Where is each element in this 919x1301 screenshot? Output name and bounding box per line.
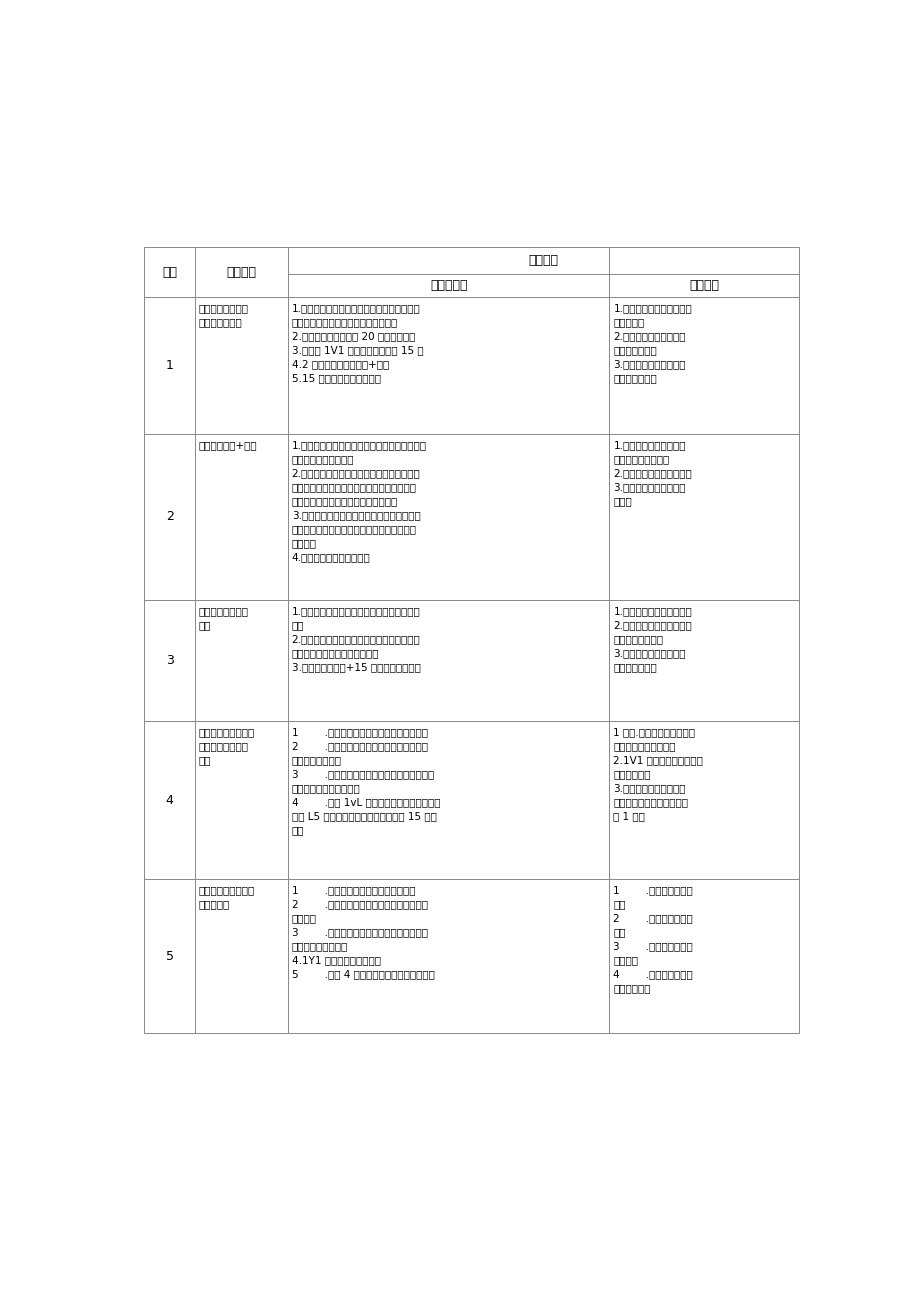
Text: 过程与方法: 过程与方法 [429, 278, 467, 291]
Text: 1.学生分享现代足球运动的起源、发展历史与
特点，教师提炼中强化女足精神教育。
2.中前场由攻转守快速 20 米回防移动。
3.中前场 1V1 个人突破快速运球: 1.学生分享现代足球运动的起源、发展历史与 特点，教师提炼中强化女足精神教育。 … [291, 303, 423, 384]
Text: 1.游戏中提醒学生观察周
围环境，注意安全。
2.合理设置适时学习目标。
3.游戏或比赛时注意合理
分组。: 1.游戏中提醒学生观察周 围环境，注意安全。 2.合理设置适时学习目标。 3.游… [613, 440, 691, 506]
Bar [144, 247, 798, 1033]
Text: 注意事项: 注意事项 [688, 278, 719, 291]
Text: 1        .足球的运传球和颠球基本技术练习；
2        .教师讲解示范足球的拨、拉、扣、挑
等基本控球技术。
3        .学生通过个人挑: 1 .足球的运传球和颠球基本技术练习； 2 .教师讲解示范足球的拨、拉、扣、挑 … [291, 727, 439, 835]
Text: 2: 2 [165, 510, 174, 523]
Text: 教学策略: 教学策略 [528, 254, 558, 267]
Text: 1: 1 [165, 359, 174, 372]
Text: 1        .足球的运传球等基本技术练习；
2        .教师讲解示范足球的脚内侧踢球、停
球技术。
3        .组织学生进行自主练习，并领: 1 .足球的运传球等基本技术练习； 2 .教师讲解示范足球的脚内侧踢球、停 球技… [291, 885, 434, 980]
Text: 足球基本知识与技
术和实战体验：: 足球基本知识与技 术和实战体验： [199, 303, 248, 327]
Text: 1.以游戏形式开展足球的运传颠球基本技术练
习；
2.通过学生个人挑战、与他人挑战和小组挑战
等形式，复习脚内侧颠球技术。
3.脚内侧颠球技术+15 米运球射门: 1.以游戏形式开展足球的运传颠球基本技术练 习； 2.通过学生个人挑战、与他人挑… [291, 606, 420, 671]
Text: 1 学生.提醒注意观察，适时
做好保护与自我保护。
2.1V1 练习中，由消极防守
变积极防守。
3.根据学生特点进行因材
施教，基础差不多的学生分
成 1 组: 1 学生.提醒注意观察，适时 做好保护与自我保护。 2.1V1 练习中，由消极防… [613, 727, 702, 821]
Text: 脚内侧颠球接运球
技术: 脚内侧颠球接运球 技术 [199, 606, 248, 630]
Text: 脚内侧踢球、停球技
术与射门。: 脚内侧踢球、停球技 术与射门。 [199, 885, 255, 909]
Text: 拨、拉、扣、挑等基
本控球技术与运球
练习: 拨、拉、扣、挑等基 本控球技术与运球 练习 [199, 727, 255, 765]
Bar [144, 247, 798, 1033]
Text: 1.小组推荐代表发言，然后
教师提炼。
2.提醒学生跑动中注意观
察，避免碰撞。
3.对墙任意球射门练习捡
球时注意安全。: 1.小组推荐代表发言，然后 教师提炼。 2.提醒学生跑动中注意观 察，避免碰撞。… [613, 303, 691, 384]
Text: 1        .动作示范准确无
误。
2        .讲解内容吐词清
楚。
3        .防守由消极逐步
变积极。
4        .游戏或比赛: 1 .动作示范准确无 误。 2 .讲解内容吐词清 楚。 3 .防守由消极逐步 变… [613, 885, 692, 993]
Text: 3: 3 [165, 654, 174, 667]
Text: 学习内容: 学习内容 [226, 265, 256, 278]
Text: 足球颠球技术+游戏: 足球颠球技术+游戏 [199, 440, 257, 450]
Text: 1.适时提醒学生注意安全。
2.提高适时评价标准，并能
让学生自检自测。
3.脚内侧颠球技术转换到
运球的连贯性。: 1.适时提醒学生注意安全。 2.提高适时评价标准，并能 让学生自检自测。 3.脚… [613, 606, 691, 671]
Text: 4: 4 [165, 794, 174, 807]
Text: 5: 5 [165, 950, 174, 963]
Text: 1.以游戏形式开展足球的运传球基本技术练习，
并引入脚内侧颠球学习
2.自主学练：学生在小组长的带领下分组观看
脚内侧颠球挂图，自主交流讨论学习。学生代
表就垫: 1.以游戏形式开展足球的运传球基本技术练习， 并引入脚内侧颠球学习 2.自主学练… [291, 440, 426, 562]
Text: 课次: 课次 [162, 265, 177, 278]
